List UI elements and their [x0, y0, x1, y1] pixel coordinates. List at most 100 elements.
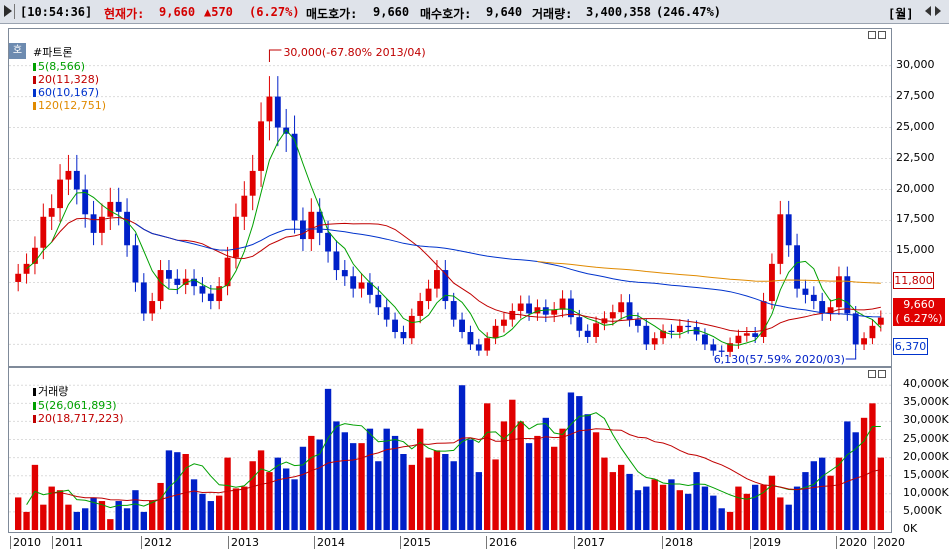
candle-body [358, 282, 365, 289]
ma60-line [135, 223, 881, 318]
x-tick-label: 2014 [314, 536, 345, 549]
volume-bar [643, 486, 650, 530]
candle-body [743, 333, 750, 336]
candle-body [827, 307, 834, 314]
volume-bar [668, 479, 675, 530]
volume-tick-label: 0K [903, 522, 918, 535]
candle-body [258, 121, 264, 171]
volume-bar [475, 472, 482, 530]
volume-bar [517, 421, 524, 530]
candle-body [174, 278, 181, 285]
play-arrow-icon[interactable] [4, 5, 12, 17]
volume-bar [626, 473, 633, 530]
maximize-pane-icon[interactable] [878, 31, 886, 39]
candle-body [425, 288, 432, 302]
candle-body [191, 278, 197, 287]
candle-body [408, 315, 415, 339]
volume-bar [718, 508, 725, 530]
candle-body [492, 325, 499, 339]
candle-body [718, 350, 725, 352]
candle-body [559, 298, 566, 310]
volume-bar [592, 432, 600, 530]
volume-bar [224, 457, 231, 530]
candle-body [124, 211, 130, 246]
candle-body [710, 344, 717, 351]
volume-bar [601, 457, 608, 530]
volume-bar [408, 464, 415, 530]
volume-bar [827, 475, 834, 530]
candle-body [40, 216, 47, 248]
x-axis: 2010 2011 2012 2013 2014 2015 2016 2017 2018 2019… [8, 533, 905, 551]
quote-time: [10:54:36] [20, 5, 93, 19]
candle-body [383, 307, 390, 320]
candle-body [450, 301, 457, 320]
volume-bar [199, 493, 206, 530]
current-price-box: 9,660 ( 6.27%) [893, 298, 945, 326]
volume-bar [743, 493, 750, 530]
maximize-pane-icon[interactable] [878, 370, 886, 378]
volume-bar [90, 497, 97, 530]
volume-bar [819, 457, 826, 530]
candle-body [752, 333, 759, 337]
volume-bar [500, 421, 508, 530]
candle-body [501, 319, 507, 326]
volume-bar [852, 432, 859, 530]
volume-bar [802, 472, 809, 530]
bid-price: 9,640 [486, 5, 523, 19]
volume-bar [676, 490, 683, 530]
volume-bar [299, 446, 307, 530]
candle-body [735, 335, 742, 344]
volume-bar [65, 504, 72, 530]
volume-bar [308, 435, 315, 530]
volume-bar [149, 501, 156, 530]
volume-tick-label: 15,000K [903, 467, 949, 481]
volume-bar [107, 519, 114, 530]
candle-body [676, 325, 683, 333]
current-price: 9,660 [159, 5, 196, 19]
minimize-pane-icon[interactable] [868, 370, 876, 378]
legend-item: 5(26,061,893) [38, 399, 117, 412]
candle-body [274, 96, 281, 128]
volume-bar [860, 417, 868, 530]
volume-marker [33, 388, 36, 396]
price-tick-label: 22,500 [896, 150, 935, 164]
candle-body [593, 323, 599, 337]
candle-body [107, 201, 114, 217]
candle-body [693, 327, 700, 335]
candle-body [157, 270, 164, 302]
volume-legend: 거래량 5(26,061,893) 20(18,717,223) [19, 370, 124, 438]
candle-body [836, 276, 842, 308]
volume-value: 3,400,358 [586, 5, 652, 19]
order-badge[interactable]: 호 [9, 43, 26, 59]
volume-bar [442, 454, 449, 530]
candle-body [819, 301, 826, 314]
volume-bar [375, 461, 382, 530]
volume-bar [165, 450, 173, 530]
volume-pane[interactable]: 거래량 5(26,061,893) 20(18,717,223) [8, 367, 892, 533]
volume-bar [391, 435, 399, 530]
volume-bar [484, 403, 491, 530]
volume-bar [726, 511, 734, 530]
volume-bar [450, 461, 457, 530]
x-tick-label: 2020 [836, 536, 867, 549]
candle-body [48, 208, 55, 217]
volume-bar [584, 414, 591, 530]
volume-bar [232, 488, 240, 530]
current-price-label: 9,660 [903, 298, 935, 311]
price-pane[interactable]: 30,000(-67.80% 2013/04) 6,130(57.59% 2020… [8, 28, 892, 367]
volume-bar [467, 439, 474, 530]
x-tick-label: 2016 [486, 536, 517, 549]
prev-high-box: 11,800 [893, 272, 934, 289]
candle-body [32, 247, 38, 264]
volume-bar [115, 501, 122, 530]
period-selector[interactable]: [월] [888, 7, 914, 21]
volume-bar [693, 472, 700, 530]
candle-body [434, 270, 440, 289]
price-change: ▲570 [204, 5, 233, 19]
ma120-marker [33, 102, 36, 110]
volume-bar [685, 493, 692, 530]
minimize-pane-icon[interactable] [868, 31, 876, 39]
candle-body [166, 270, 172, 279]
scroll-right-icon[interactable] [935, 6, 941, 16]
scroll-left-icon[interactable] [925, 6, 931, 16]
